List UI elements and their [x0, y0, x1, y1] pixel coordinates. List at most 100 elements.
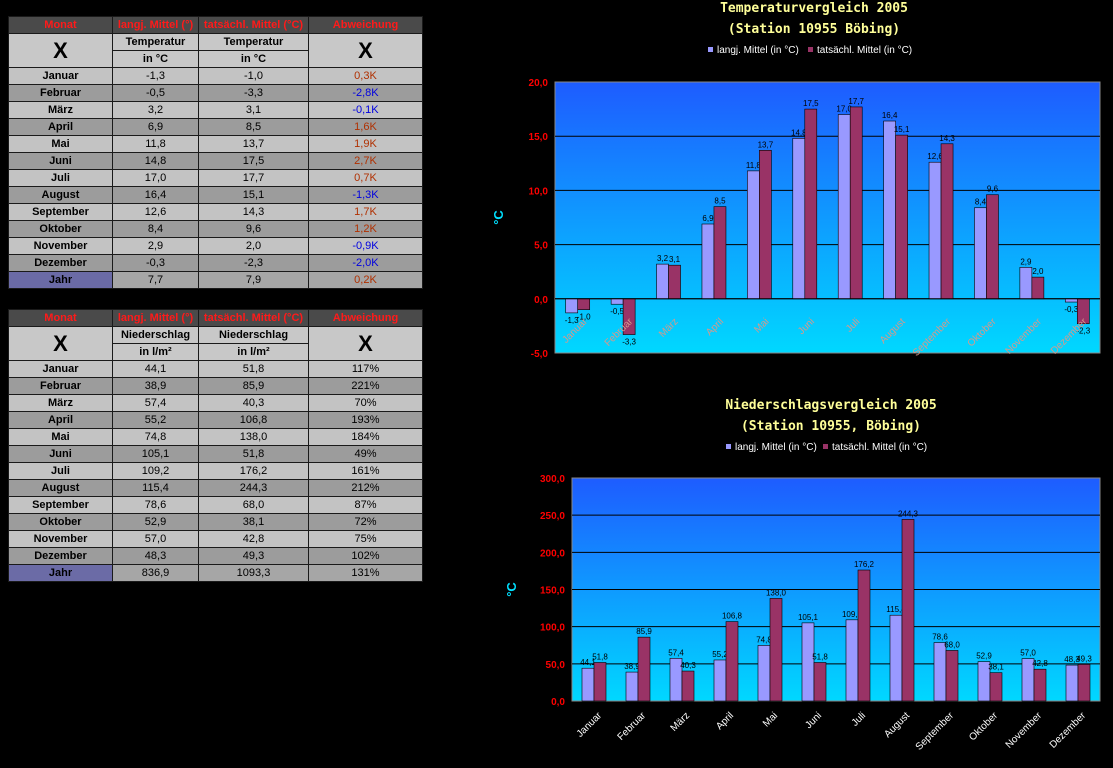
- precip-table-row: Februar 38,9 85,9 221%: [8, 377, 423, 395]
- precip-table-month-cell: November: [8, 530, 113, 548]
- temp-table-longterm-cell: 16,4: [112, 186, 199, 204]
- temp-chart-bar: [1019, 267, 1033, 300]
- temp-table-longterm-cell: 7,7: [112, 271, 199, 289]
- temp-table-month-cell: Jahr: [8, 271, 113, 289]
- precip-table-longterm-cell: 74,8: [112, 428, 199, 446]
- precip-chart-bar: [625, 671, 639, 702]
- precip-chart-bar: [945, 650, 959, 702]
- temp-table-deviation-cell: 0,2K: [308, 271, 423, 289]
- precip-chart-data-label: 48,3: [1064, 655, 1080, 664]
- precip-table-row: Juni 105,1 51,8 49%: [8, 445, 423, 463]
- precip-table-header-cell: Monat: [8, 309, 113, 327]
- temp-table-subheader-label: Temperatur: [112, 33, 199, 51]
- precip-table-longterm-cell: 78,6: [112, 496, 199, 514]
- temp-table-actual-cell: -3,3: [198, 84, 309, 102]
- precip-table-deviation-cell: 49%: [308, 445, 423, 463]
- temp-table-month-cell: Februar: [8, 84, 113, 102]
- precip-table-total-row: Jahr 836,9 1093,3 131%: [8, 564, 423, 582]
- precip-table-x-marker: X: [308, 326, 423, 361]
- temp-table-longterm-cell: 3,2: [112, 101, 199, 119]
- temp-chart-data-label: 14,8: [791, 128, 807, 137]
- precip-chart-legend-swatch: [823, 444, 828, 449]
- precip-table-deviation-cell: 193%: [308, 411, 423, 429]
- precip-chart-legend-swatch: [726, 444, 731, 449]
- precip-chart-bar: [889, 614, 903, 702]
- precip-chart-category-label: Mai: [761, 710, 780, 729]
- temp-chart-y-axis-label: °C: [491, 210, 506, 225]
- temp-chart-data-label: 16,4: [882, 111, 898, 120]
- precip-table-month-cell: März: [8, 394, 113, 412]
- precip-chart-bar: [933, 642, 947, 702]
- temp-table-longterm-cell: 17,0: [112, 169, 199, 187]
- precip-chart-data-label: 51,8: [812, 652, 828, 661]
- precip-table-actual-cell: 51,8: [198, 360, 309, 378]
- precip-chart-ytick-label: 50,0: [546, 660, 566, 671]
- temp-chart-data-label: 14,3: [939, 134, 955, 143]
- temp-chart-bar: [701, 223, 715, 300]
- temp-chart-data-label: 2,0: [1032, 267, 1044, 276]
- precip-chart-data-label: 74,8: [756, 635, 772, 644]
- precip-table-longterm-cell: 44,1: [112, 360, 199, 378]
- precip-chart-category-label: Juli: [850, 710, 868, 728]
- precip-table-longterm-cell: 57,0: [112, 530, 199, 548]
- precip-chart-data-label: 44,1: [580, 658, 596, 667]
- precip-table-row: August 115,4 244,3 212%: [8, 479, 423, 497]
- precip-chart-category-label: Oktober: [967, 710, 1000, 743]
- precip-chart-category-label: August: [882, 710, 912, 740]
- precip-chart-data-label: 57,4: [668, 648, 684, 657]
- precip-chart-data-label: 85,9: [636, 627, 652, 636]
- precip-chart-category-label: Dezember: [1048, 710, 1089, 751]
- precip-table-deviation-cell: 87%: [308, 496, 423, 514]
- precip-table-row: Juli 109,2 176,2 161%: [8, 462, 423, 480]
- precip-table-header-row: Monat langj. Mittel (°) tatsächl. Mittel (…: [8, 309, 423, 327]
- precip-table-month-cell: Dezember: [8, 547, 113, 565]
- precip-chart-legend-label: tatsächl. Mittel (in °C): [832, 442, 927, 453]
- temp-table-actual-cell: 7,9: [198, 271, 309, 289]
- precip-chart-bar: [769, 598, 783, 702]
- precip-chart-bar: [989, 672, 1003, 702]
- precip-chart-category-label: März: [669, 710, 693, 734]
- precip-chart-legend-label: langj. Mittel (in °C): [735, 442, 817, 453]
- precip-chart-bar: [725, 621, 739, 702]
- precip-table-month-cell: Oktober: [8, 513, 113, 531]
- temp-table-row: Februar -0,5 -3,3 -2,8K: [8, 84, 423, 102]
- precip-table-actual-cell: 138,0: [198, 428, 309, 446]
- temp-chart-legend-swatch: [808, 47, 813, 52]
- precip-chart-bar: [593, 662, 607, 702]
- temp-table-actual-cell: -2,3: [198, 254, 309, 272]
- precip-table-longterm-cell: 109,2: [112, 462, 199, 480]
- precip-chart-data-label: 109,2: [842, 610, 863, 619]
- precip-chart-category-label: November: [1004, 710, 1045, 751]
- temp-chart-data-label: -1,0: [577, 313, 591, 322]
- temp-chart-bar: [713, 206, 727, 300]
- precip-table-longterm-cell: 38,9: [112, 377, 199, 395]
- precip-chart-data-label: 176,2: [854, 560, 875, 569]
- temp-table-row: November 2,9 2,0 -0,9K: [8, 237, 423, 255]
- precip-table-subheader-label: Niederschlag: [198, 326, 309, 344]
- precip-chart-bar: [1077, 664, 1091, 702]
- temp-table-deviation-cell: 1,9K: [308, 135, 423, 153]
- temp-table-row: September 12,6 14,3 1,7K: [8, 203, 423, 221]
- temp-chart-data-label: 3,1: [669, 255, 681, 264]
- temp-table-longterm-cell: 14,8: [112, 152, 199, 170]
- precip-chart-category-label: Juni: [803, 710, 824, 731]
- precip-chart-data-label: 115,4: [886, 605, 906, 614]
- precip-chart-ytick-label: 100,0: [540, 623, 565, 634]
- temp-table-header-cell: Monat: [8, 16, 113, 34]
- precip-table-month-cell: Februar: [8, 377, 113, 395]
- temp-chart-bar: [804, 108, 818, 300]
- precip-chart-subtitle: (Station 10955, Böbing): [741, 419, 921, 434]
- temp-chart-ytick-label: 10,0: [529, 186, 549, 197]
- precipitation-chart: Niederschlagsvergleich 2005 (Station 1095…: [504, 398, 1101, 753]
- precip-chart-data-label: 105,1: [798, 613, 819, 622]
- precip-table-actual-cell: 1093,3: [198, 564, 309, 582]
- temp-chart-bar: [940, 143, 954, 300]
- temperature-table: Monat langj. Mittel (°) tatsächl. Mittel (…: [8, 16, 423, 289]
- temp-chart-bar: [656, 263, 669, 300]
- temp-chart-ytick-label: 20,0: [529, 78, 549, 89]
- precip-table-subheader-row: X Niederschlag Niederschlag X: [8, 326, 423, 361]
- precip-table-month-cell: Jahr: [8, 564, 113, 582]
- precip-chart-bar: [757, 645, 771, 702]
- precip-table-deviation-cell: 70%: [308, 394, 423, 412]
